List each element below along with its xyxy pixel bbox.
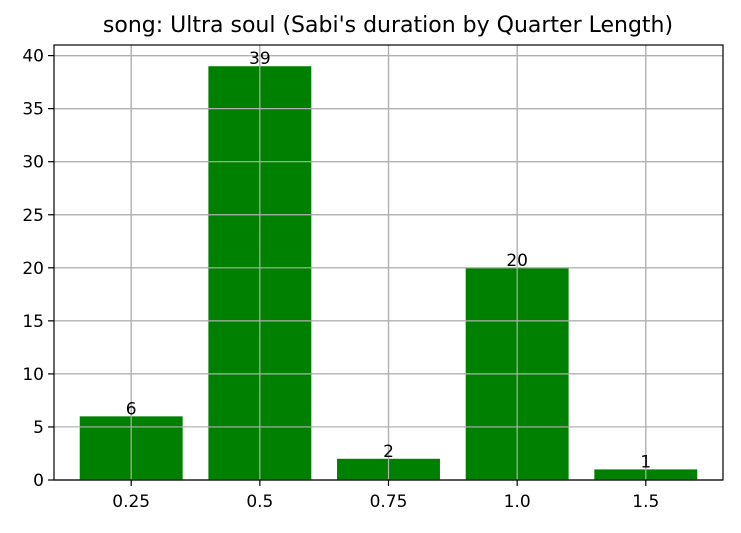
bar-value-label: 39 xyxy=(249,49,271,69)
y-tick-label: 10 xyxy=(22,365,44,385)
y-tick-label: 5 xyxy=(33,418,44,438)
x-tick-label: 1.5 xyxy=(632,492,659,512)
x-tick-label: 0.25 xyxy=(112,492,150,512)
y-tick-label: 15 xyxy=(22,312,44,332)
grid-overlay xyxy=(54,45,723,481)
y-tick-label: 30 xyxy=(22,153,44,173)
bar-value-label: 1 xyxy=(640,452,651,472)
y-tick-label: 40 xyxy=(22,47,44,67)
axes: 0 5 10 15 20 25 30 35 40 0.25 0.5 0.75 1.0 1.5 xyxy=(22,44,724,512)
x-tick-label: 1.0 xyxy=(504,492,531,512)
y-tick-label: 20 xyxy=(22,259,44,279)
bar-value-label: 20 xyxy=(506,251,528,271)
y-tick-label: 25 xyxy=(22,206,44,226)
bar-value-label: 6 xyxy=(126,399,137,419)
data-labels: 6 39 2 20 1 xyxy=(126,49,651,472)
y-tick-label: 35 xyxy=(22,100,44,120)
y-tick-label: 0 xyxy=(33,471,44,491)
bar-value-label: 2 xyxy=(383,442,394,462)
x-tick-label: 0.5 xyxy=(246,492,273,512)
x-tick-label: 0.75 xyxy=(370,492,408,512)
chart-title: song: Ultra soul (Sabi's duration by Qua… xyxy=(103,13,673,38)
plot-frame xyxy=(53,44,724,481)
